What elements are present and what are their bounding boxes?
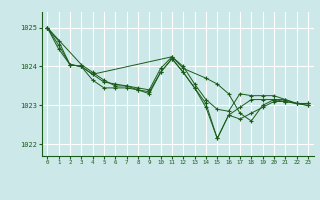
Text: Graphe pression niveau de la mer (hPa): Graphe pression niveau de la mer (hPa) <box>72 184 248 193</box>
